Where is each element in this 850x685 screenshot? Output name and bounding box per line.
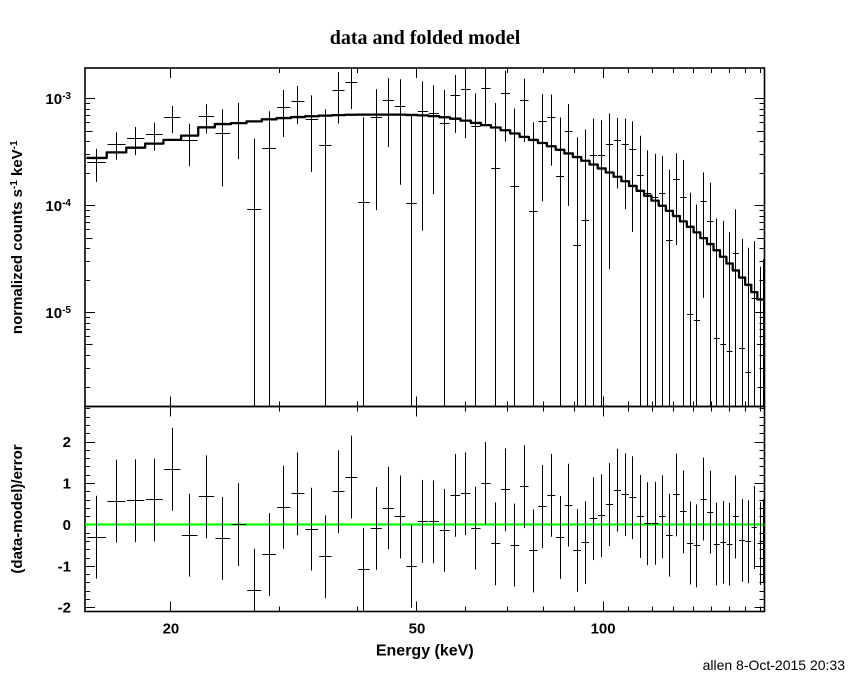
- svg-text:1: 1: [63, 475, 71, 492]
- svg-text:(data-model)/error: (data-model)/error: [9, 444, 26, 573]
- svg-text:100: 100: [591, 621, 616, 638]
- svg-text:Energy (keV): Energy (keV): [376, 643, 474, 660]
- svg-text:20: 20: [163, 621, 180, 638]
- svg-text:0: 0: [63, 517, 71, 534]
- svg-text:-1: -1: [58, 558, 71, 575]
- svg-text:50: 50: [409, 621, 426, 638]
- svg-text:data and folded model: data and folded model: [330, 27, 521, 49]
- svg-text:allen 8-Oct-2015 20:33: allen 8-Oct-2015 20:33: [703, 657, 846, 673]
- svg-text:normalized counts s-1 keV-1: normalized counts s-1 keV-1: [9, 140, 27, 334]
- svg-text:2: 2: [63, 434, 71, 451]
- svg-text:-2: -2: [58, 600, 71, 617]
